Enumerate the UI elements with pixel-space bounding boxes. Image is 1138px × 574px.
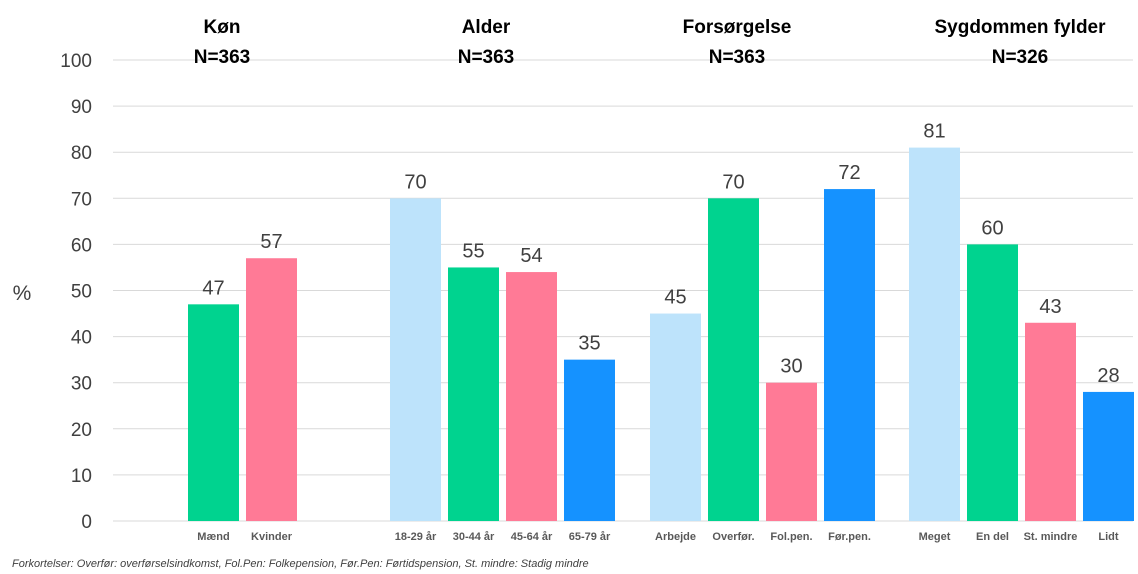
x-tick-label: 30-44 år <box>453 531 495 543</box>
data-label: 28 <box>1097 365 1119 387</box>
bar <box>564 359 615 521</box>
y-tick-label: 40 <box>71 328 92 349</box>
data-label: 43 <box>1039 296 1061 318</box>
group-n: N=326 <box>992 47 1049 68</box>
x-tick-label: Før.pen. <box>828 531 871 543</box>
bar <box>824 189 875 521</box>
y-axis-label: % <box>13 282 32 305</box>
y-tick-label: 30 <box>71 374 92 395</box>
bar <box>1083 391 1134 521</box>
data-label: 57 <box>260 231 282 253</box>
x-tick-label: 45-64 år <box>511 531 553 543</box>
bar <box>246 258 297 521</box>
group-n: N=363 <box>458 47 515 68</box>
group-title: Køn <box>204 17 241 38</box>
bar <box>650 313 701 521</box>
data-label: 81 <box>923 121 945 143</box>
x-tick-label: Mænd <box>197 531 229 543</box>
y-tick-label: 100 <box>60 51 92 72</box>
y-tick-label: 20 <box>71 420 92 441</box>
x-tick-label: Lidt <box>1098 531 1118 543</box>
grouped-bar-chart: 0 10 20 30 40 50 60 70 80 90 100 % 47 Mænd 57 Kvinder… <box>13 17 1134 543</box>
data-label: 47 <box>202 277 224 299</box>
y-tick-label: 60 <box>71 235 92 256</box>
data-label: 30 <box>780 356 802 378</box>
x-tick-label: En del <box>976 531 1009 543</box>
bar <box>708 198 759 522</box>
bar <box>967 244 1018 521</box>
y-tick-label: 50 <box>71 282 92 303</box>
footnote: Forkortelser: Overfør: overførselsindkom… <box>12 558 589 570</box>
y-tick-label: 0 <box>81 512 92 533</box>
group-title: Sygdommen fylder <box>934 17 1106 38</box>
data-label: 60 <box>981 217 1003 239</box>
data-label: 45 <box>664 287 686 309</box>
data-label: 55 <box>462 240 484 262</box>
x-tick-label: St. mindre <box>1024 531 1078 543</box>
data-label: 35 <box>578 333 600 355</box>
data-label: 54 <box>520 245 542 267</box>
bar <box>390 198 441 522</box>
x-tick-label: Meget <box>919 531 951 543</box>
x-tick-label: 65-79 år <box>569 531 611 543</box>
group-title: Forsørgelse <box>683 17 792 38</box>
x-tick-label: Fol.pen. <box>770 531 812 543</box>
y-axis-ticks: 0 10 20 30 40 50 60 70 80 90 100 <box>60 51 92 533</box>
bar <box>448 267 499 521</box>
data-label: 72 <box>838 162 860 184</box>
bar <box>1025 322 1076 521</box>
group-n: N=363 <box>709 47 766 68</box>
y-tick-label: 10 <box>71 466 92 487</box>
bar <box>766 382 817 521</box>
group-headers: Køn N=363 Alder N=363 Forsørgelse N=363 Sygdom… <box>194 17 1106 68</box>
x-tick-label: Overfør. <box>712 531 754 543</box>
x-tick-label: Arbejde <box>655 531 696 543</box>
x-tick-label: Kvinder <box>251 531 293 543</box>
data-label: 70 <box>404 171 426 193</box>
bars: 47 Mænd 57 Kvinder 70 18-29 år 55 30-44 år 54 45-… <box>188 121 1134 543</box>
bar <box>188 304 239 521</box>
y-tick-label: 90 <box>71 97 92 118</box>
group-n: N=363 <box>194 47 251 68</box>
bar <box>909 147 960 521</box>
group-title: Alder <box>462 17 511 38</box>
y-tick-label: 70 <box>71 189 92 210</box>
y-tick-label: 80 <box>71 143 92 164</box>
x-tick-label: 18-29 år <box>395 531 437 543</box>
bar <box>506 272 557 521</box>
data-label: 70 <box>722 171 744 193</box>
